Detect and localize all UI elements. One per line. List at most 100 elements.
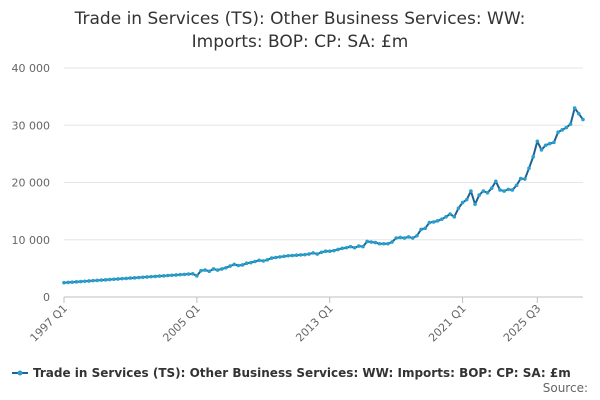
data-point[interactable]: [203, 268, 207, 272]
data-point[interactable]: [332, 248, 336, 253]
data-point[interactable]: [502, 189, 506, 193]
data-point[interactable]: [398, 235, 403, 240]
data-point[interactable]: [402, 236, 407, 240]
data-point[interactable]: [489, 186, 494, 191]
data-point[interactable]: [149, 274, 153, 279]
data-point[interactable]: [539, 148, 544, 152]
data-point[interactable]: [153, 274, 158, 279]
data-point[interactable]: [70, 280, 75, 284]
data-point[interactable]: [224, 266, 228, 270]
data-point[interactable]: [290, 253, 295, 258]
data-point[interactable]: [136, 275, 141, 280]
data-point[interactable]: [523, 177, 527, 181]
data-point[interactable]: [99, 278, 104, 282]
data-point[interactable]: [249, 260, 253, 265]
data-point[interactable]: [444, 215, 448, 219]
data-point[interactable]: [161, 274, 166, 278]
data-point[interactable]: [261, 259, 266, 263]
data-point[interactable]: [427, 220, 432, 225]
data-point[interactable]: [116, 277, 120, 281]
data-point[interactable]: [145, 275, 149, 279]
data-point[interactable]: [128, 276, 133, 280]
data-point[interactable]: [577, 112, 581, 116]
data-point[interactable]: [166, 273, 170, 278]
data-point[interactable]: [95, 278, 100, 283]
data-point[interactable]: [107, 277, 112, 282]
data-point[interactable]: [365, 239, 369, 244]
data-point[interactable]: [186, 272, 191, 276]
data-point[interactable]: [120, 276, 124, 281]
data-point[interactable]: [514, 183, 519, 188]
data-point[interactable]: [568, 122, 573, 126]
data-point[interactable]: [373, 240, 378, 245]
data-point[interactable]: [572, 106, 577, 110]
data-point[interactable]: [456, 206, 461, 211]
data-point[interactable]: [174, 273, 178, 277]
data-point[interactable]: [82, 279, 87, 284]
data-point[interactable]: [560, 128, 565, 132]
data-point[interactable]: [141, 275, 145, 280]
data-point[interactable]: [199, 268, 203, 273]
data-point[interactable]: [323, 249, 328, 253]
data-point[interactable]: [473, 202, 477, 207]
data-point[interactable]: [103, 278, 108, 282]
data-point[interactable]: [510, 188, 515, 192]
data-point[interactable]: [87, 279, 91, 283]
data-point[interactable]: [377, 241, 382, 246]
data-point[interactable]: [273, 255, 278, 260]
data-point[interactable]: [240, 263, 245, 267]
data-point[interactable]: [406, 235, 411, 239]
data-point[interactable]: [182, 272, 187, 277]
data-point[interactable]: [253, 259, 257, 264]
data-point[interactable]: [190, 272, 195, 276]
data-point[interactable]: [464, 197, 469, 202]
data-point[interactable]: [460, 200, 465, 205]
data-point[interactable]: [448, 212, 452, 216]
data-point[interactable]: [66, 280, 70, 285]
data-point[interactable]: [298, 253, 303, 257]
data-point[interactable]: [215, 268, 220, 272]
data-point[interactable]: [381, 241, 386, 246]
data-point[interactable]: [78, 279, 83, 284]
data-point[interactable]: [178, 272, 183, 277]
data-point[interactable]: [531, 154, 535, 159]
data-point[interactable]: [244, 261, 249, 266]
data-point[interactable]: [506, 187, 511, 192]
data-point[interactable]: [477, 193, 482, 197]
data-point[interactable]: [311, 251, 315, 255]
data-point[interactable]: [394, 236, 398, 240]
data-point[interactable]: [361, 244, 365, 249]
data-point[interactable]: [469, 189, 473, 193]
data-point[interactable]: [535, 139, 540, 144]
data-point[interactable]: [282, 254, 286, 259]
data-point[interactable]: [132, 276, 137, 280]
data-point[interactable]: [485, 191, 490, 195]
data-point[interactable]: [315, 252, 320, 256]
data-point[interactable]: [552, 140, 556, 145]
data-point[interactable]: [91, 278, 95, 283]
data-point[interactable]: [547, 141, 552, 146]
data-point[interactable]: [265, 257, 270, 262]
data-point[interactable]: [369, 240, 374, 244]
data-point[interactable]: [419, 227, 423, 232]
data-point[interactable]: [327, 249, 332, 253]
data-point[interactable]: [431, 220, 436, 224]
data-point[interactable]: [481, 189, 486, 193]
data-point[interactable]: [303, 252, 307, 257]
data-point[interactable]: [386, 241, 390, 246]
data-point[interactable]: [278, 255, 282, 259]
data-point[interactable]: [294, 253, 299, 258]
data-point[interactable]: [228, 264, 232, 268]
data-point[interactable]: [543, 143, 548, 148]
data-point[interactable]: [498, 188, 502, 192]
data-point[interactable]: [344, 245, 349, 250]
data-point[interactable]: [494, 179, 498, 184]
data-point[interactable]: [157, 274, 162, 278]
data-point[interactable]: [307, 252, 311, 256]
data-point[interactable]: [211, 267, 216, 271]
data-point[interactable]: [410, 236, 415, 240]
data-point[interactable]: [415, 233, 419, 238]
data-point[interactable]: [348, 244, 353, 249]
data-point[interactable]: [556, 130, 560, 134]
data-point[interactable]: [269, 256, 274, 260]
